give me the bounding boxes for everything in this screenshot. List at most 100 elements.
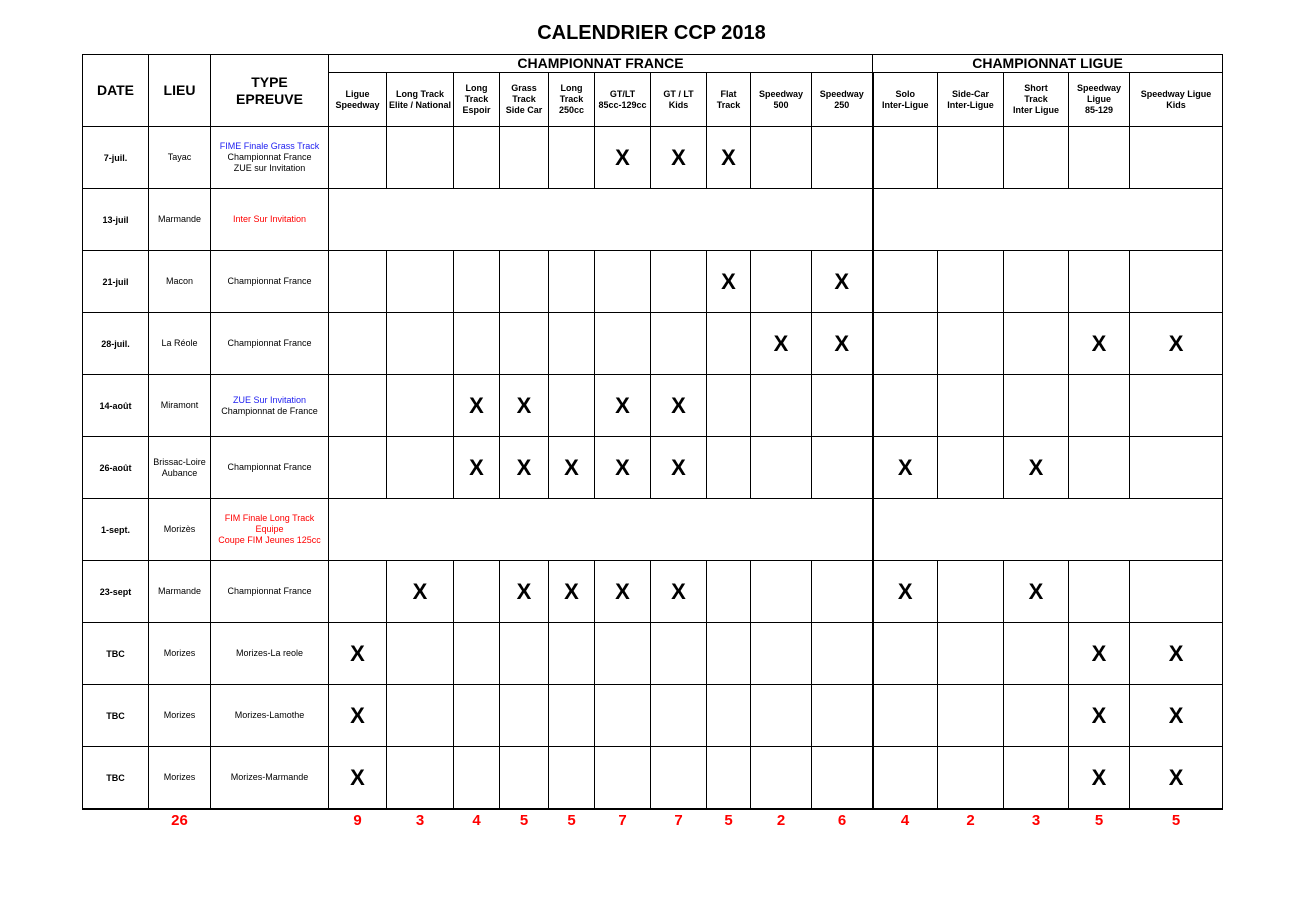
column-header-10: Solo Inter-Ligue [871,72,938,127]
event-date: 26-août [82,436,149,499]
category-cell: X [328,684,387,747]
category-cell [499,746,549,810]
participation-mark: X [897,454,913,480]
location-line: Miramont [160,400,199,410]
participation-mark: X [1168,640,1184,666]
category-cell [499,126,549,189]
location-line: Marmande [157,214,202,224]
category-cell [706,374,751,437]
participation-mark: X [721,144,736,170]
category-cell: X [548,436,595,499]
column-header-line: Track [512,94,536,104]
category-cell [1128,126,1224,189]
category-cell: X [328,622,387,685]
category-cell: X [594,374,651,437]
participation-mark: X [564,578,579,604]
participation-mark: X [834,268,850,294]
category-cell [750,126,812,189]
event-type-line: ZUE sur Invitation [233,163,306,173]
column-total: 5 [706,808,751,830]
table-row: 1-sept. Morizès FIM Finale Long Track Equip… [82,498,1224,561]
column-header-line: 500 [773,99,789,110]
category-cell [386,250,454,313]
merged-cell-ligue [871,188,1224,251]
category-cell [706,560,751,623]
category-cell [548,250,595,313]
event-date: 28-juil. [82,312,149,375]
category-cell [650,684,707,747]
category-cell [706,312,751,375]
table-row: 14-août Miramont ZUE Sur Invitation Champio… [82,374,1224,437]
event-location: Marmande [148,188,211,251]
category-cell: X [650,560,707,623]
category-cell: X [386,560,454,623]
column-header-line: Speedway [1076,83,1122,93]
event-type-line: Championnat France [227,586,312,596]
category-cell: X [1128,684,1224,747]
event-type-line: Championnat de France [221,405,318,416]
column-header-line: 250 [834,99,850,110]
category-cell [1068,374,1130,437]
event-type: Morizes-Lamothe [210,684,329,747]
totals-blank [82,808,149,830]
participation-mark: X [469,454,484,480]
column-header-5: GT/LT 85cc-129cc [594,72,651,127]
participation-mark: X [350,702,365,728]
event-date: 23-sept [82,560,149,623]
column-total: 6 [811,808,873,830]
participation-mark: X [721,268,736,294]
category-cell [328,436,387,499]
event-location: Morizes [148,622,211,685]
column-header-13: Speedway Ligue 85-129 [1068,72,1130,127]
category-cell [706,622,751,685]
header-date: DATE [82,54,149,127]
category-cell: X [871,436,938,499]
participation-mark: X [516,578,532,604]
participation-mark: X [615,454,630,480]
event-location: Miramont [148,374,211,437]
category-cell [594,312,651,375]
category-cell [328,312,387,375]
column-total: 5 [1068,808,1130,830]
category-cell [453,560,500,623]
category-cell: X [650,126,707,189]
category-cell [499,312,549,375]
participation-mark: X [1091,330,1107,356]
category-cell [1003,374,1069,437]
participation-mark: X [412,578,428,604]
category-cell [328,126,387,189]
table-row: 23-sept Marmande Championnat France X X X X X X X [82,560,1224,623]
column-header-line: 250cc [558,105,585,115]
merged-cell-ligue [871,498,1224,561]
event-date: TBC [82,746,149,810]
location-line: Macon [165,276,193,286]
column-header-7: Flat Track [706,72,751,127]
category-cell [1003,684,1069,747]
column-header-1: Long Track Elite / National [386,72,454,127]
totals-blank [210,808,329,830]
participation-mark: X [897,578,913,604]
participation-mark: X [516,454,532,480]
category-cell [453,746,500,810]
participation-mark: X [834,330,850,356]
event-type-line: Morizes-Lamothe [234,710,305,720]
column-header-line: Kids [1166,99,1186,110]
header-type-epreuve: TYPE EPREUVE [210,54,329,127]
category-cell [548,746,595,810]
event-date: TBC [82,622,149,685]
header-type-line1: TYPE [251,73,288,90]
category-cell: X [650,436,707,499]
event-type-line: Equipe [255,524,284,534]
participation-mark: X [1028,454,1044,480]
category-cell: X [750,312,812,375]
category-cell [871,684,938,747]
event-type-line: Championnat France [227,276,312,286]
category-cell [937,312,1004,375]
category-cell: X [1003,436,1069,499]
header-championnat-france: CHAMPIONNAT FRANCE [328,54,873,73]
category-cell: X [811,250,873,313]
participation-mark: X [469,392,484,418]
event-location: Tayac [148,126,211,189]
category-cell [650,312,707,375]
category-cell [328,250,387,313]
